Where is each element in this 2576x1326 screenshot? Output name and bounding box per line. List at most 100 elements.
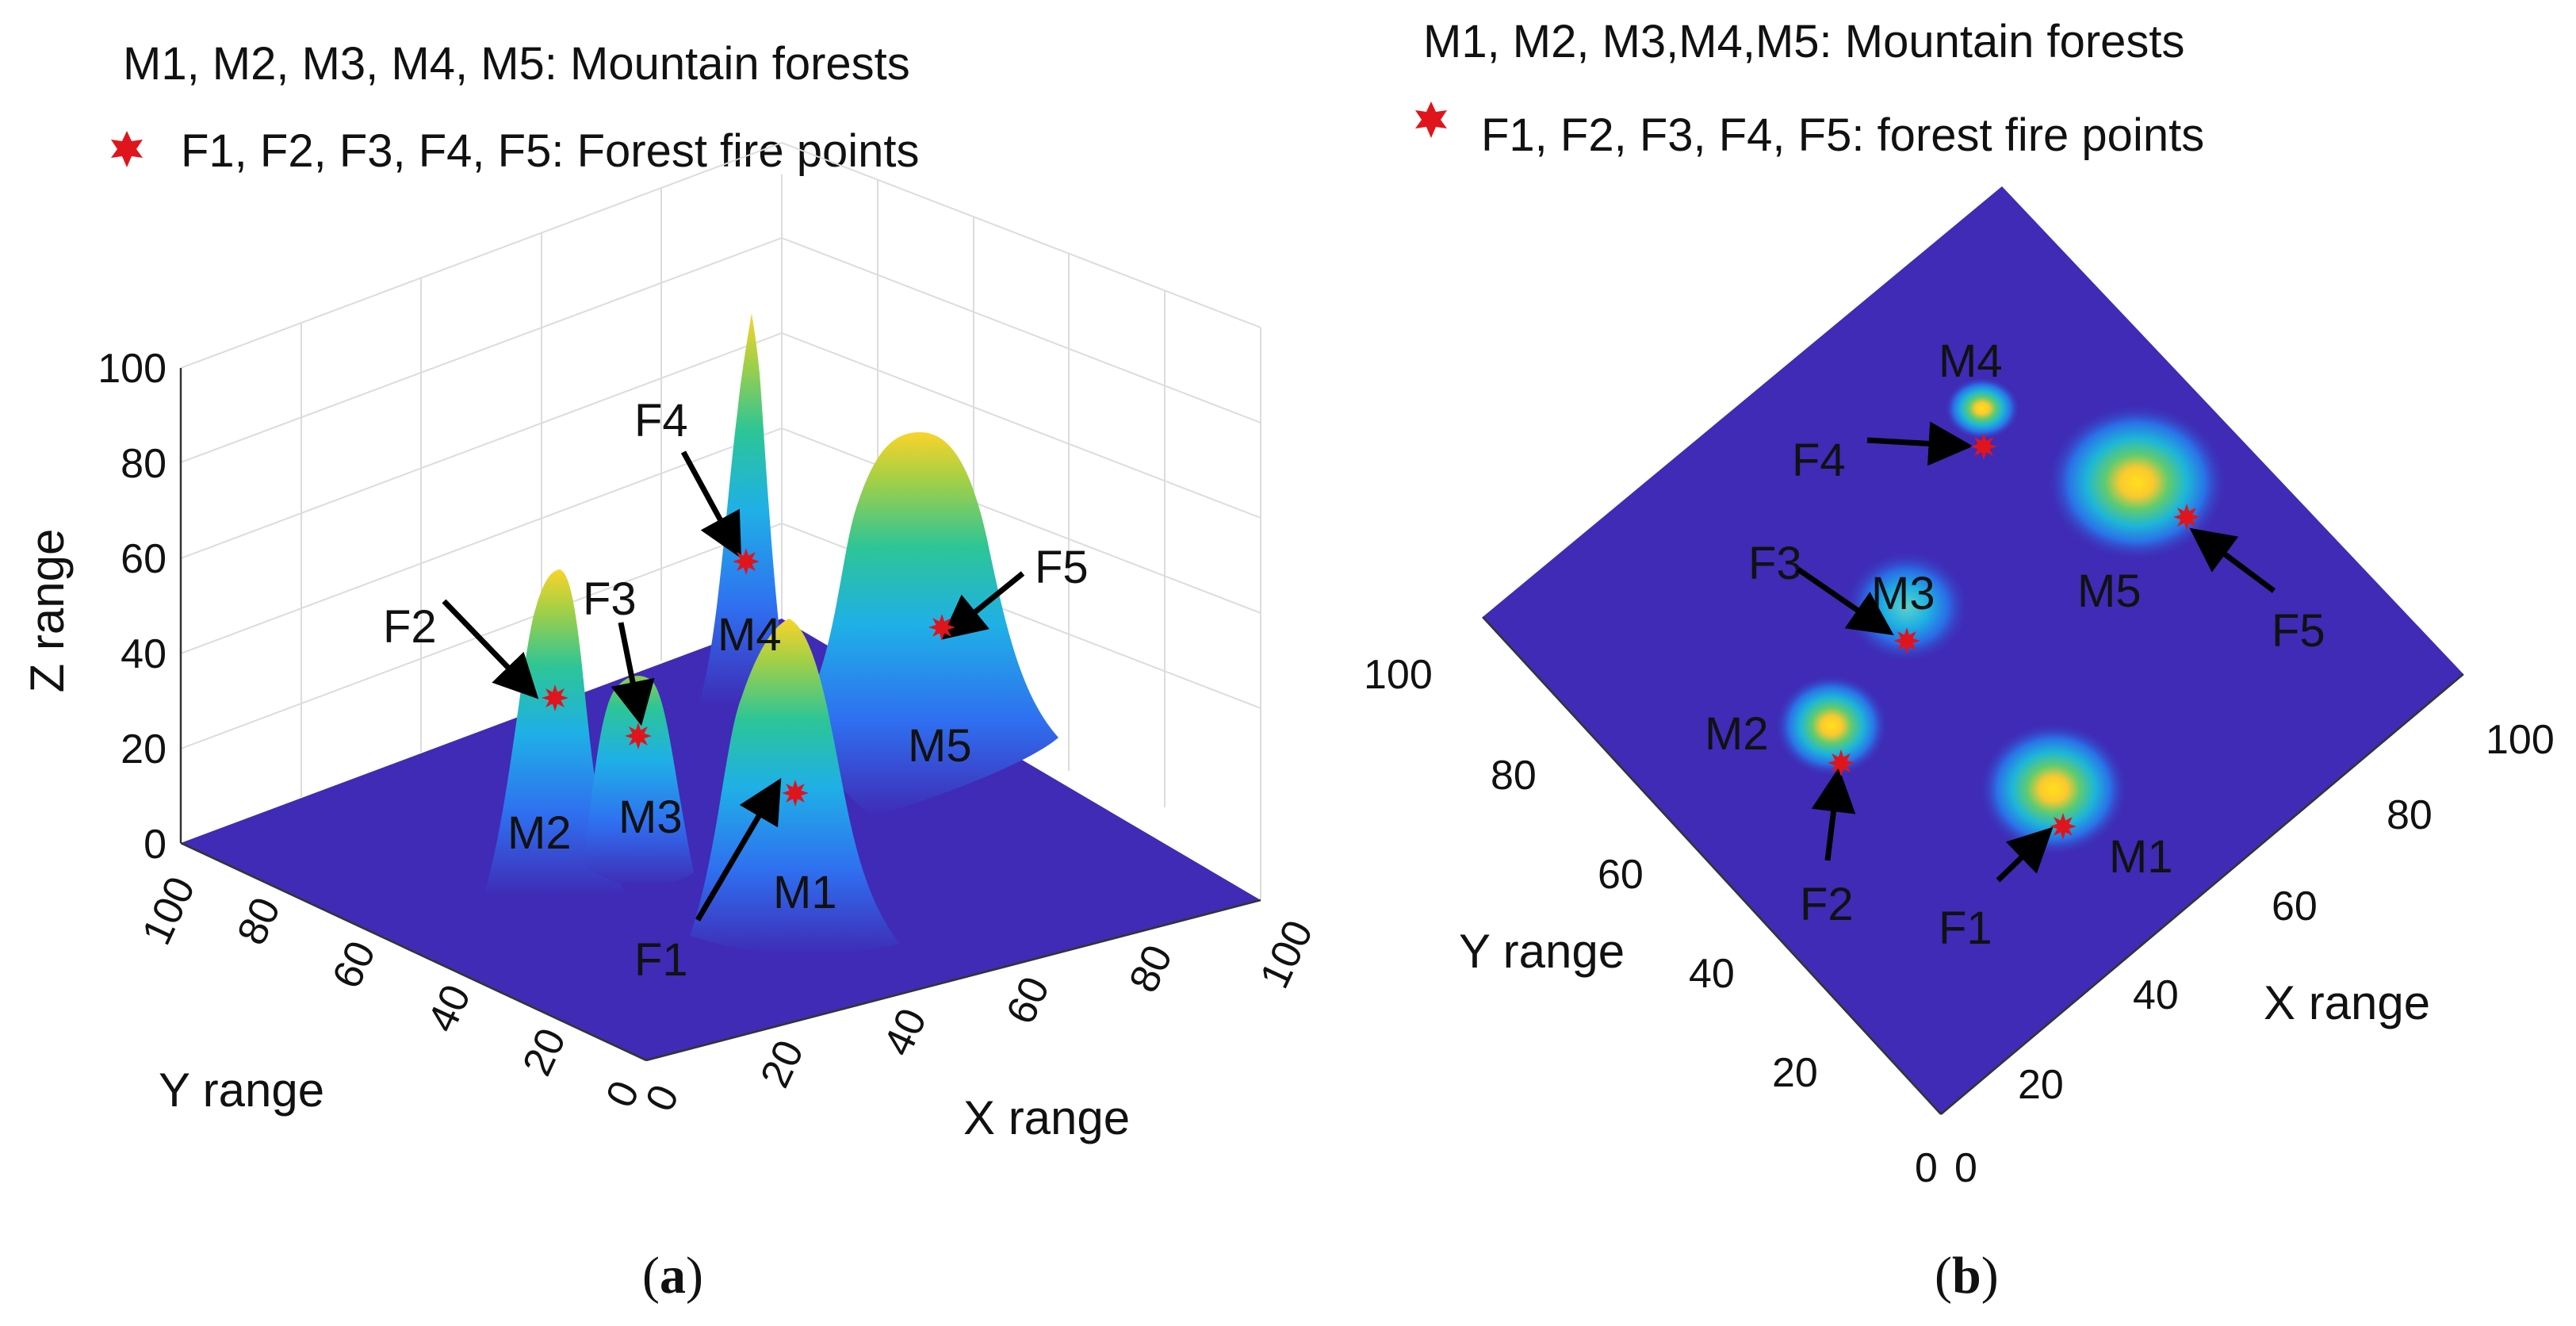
x-tick-80: 80 xyxy=(2387,792,2432,838)
panel-a-mountain-m4 xyxy=(698,313,789,706)
panel-a-legend-mountains: M1, M2, M3, M4, M5: Mountain forests xyxy=(123,38,910,90)
fire-star-icon xyxy=(1970,433,1997,460)
y-tick-60: 60 xyxy=(1598,852,1644,898)
x-tick-40: 40 xyxy=(2133,972,2179,1018)
fire-point-f4 xyxy=(1970,433,1997,460)
y-tick-20: 20 xyxy=(514,1021,575,1083)
panel-b-label-m2: M2 xyxy=(1705,708,1769,760)
fire-point-f5 xyxy=(2173,504,2200,531)
fire-point-f2 xyxy=(1828,749,1854,776)
y-tick-40: 40 xyxy=(1689,951,1735,997)
panel-b-fire-points xyxy=(1828,433,2200,840)
panel-b-arrows xyxy=(1797,421,2276,883)
panel-a-label-f4: F4 xyxy=(634,395,688,446)
fire-star-icon xyxy=(2050,813,2076,840)
fire-star-icon xyxy=(928,614,955,641)
panel-a-fire-points xyxy=(542,548,955,807)
fire-point-f3 xyxy=(1893,627,1920,654)
y-tick-20: 20 xyxy=(1772,1050,1818,1096)
panel-a-mountain-m5 xyxy=(797,432,1058,817)
panel-a-label-f1: F1 xyxy=(634,934,688,986)
y-tick-80: 80 xyxy=(228,891,289,952)
fire-point-f1 xyxy=(782,780,809,807)
y-tick-40: 40 xyxy=(419,978,480,1039)
x-tick-60: 60 xyxy=(2272,883,2318,929)
panel-b-blob-m2 xyxy=(1774,674,1889,777)
panel-a-label-m4: M4 xyxy=(718,609,782,661)
arrow-f4 xyxy=(680,450,742,559)
panel-b-label-m3: M3 xyxy=(1871,568,1935,619)
x-tick-0: 0 xyxy=(637,1078,688,1118)
y-tick-0: 0 xyxy=(1915,1145,1938,1191)
z-tick-80: 80 xyxy=(121,441,167,487)
panel-a-label-m3: M3 xyxy=(618,791,683,843)
panel-a-y-axis-label: Y range xyxy=(159,1063,324,1117)
panel-b-label-f1: F1 xyxy=(1939,903,1992,954)
x-tick-0: 0 xyxy=(1954,1145,1977,1191)
panel-b-y-ticks: 0 20 40 60 80 100 xyxy=(1364,652,1938,1191)
panel-b-label-f5: F5 xyxy=(2272,605,2325,657)
panel-a-mountain-m3 xyxy=(583,676,694,887)
panel-b-top-view: M1, M2, M3,M4,M5: Mountain forests F1, F… xyxy=(1364,16,2555,1191)
panel-b-legend-mountains: M1, M2, M3,M4,M5: Mountain forests xyxy=(1423,16,2185,67)
x-tick-100: 100 xyxy=(1251,914,1322,995)
z-tick-100: 100 xyxy=(98,346,167,392)
panel-a-axes xyxy=(179,368,1261,1062)
fire-point-f1 xyxy=(2050,813,2076,840)
panel-a-z-ticks: 0 20 40 60 80 100 xyxy=(98,346,167,868)
panel-a-label-m1: M1 xyxy=(773,867,837,918)
panel-a-label-f5: F5 xyxy=(1035,542,1089,593)
panel-a-label-f2: F2 xyxy=(383,601,437,653)
fire-star-icon xyxy=(782,780,809,807)
panel-b-label-m1: M1 xyxy=(2109,831,2173,883)
panel-b-y-axis-label: Y range xyxy=(1459,925,1625,978)
panel-b-axes xyxy=(1482,616,2464,1115)
panel-a-label-m5: M5 xyxy=(908,720,972,772)
x-tick-20: 20 xyxy=(2018,1062,2064,1108)
arrow-f5 xyxy=(940,571,1025,640)
y-tick-80: 80 xyxy=(1491,753,1537,799)
panel-b-x-axis-label: X range xyxy=(2264,976,2430,1029)
panel-b-x-ticks: 0 20 40 60 80 100 xyxy=(1954,717,2555,1191)
panel-a-x-axis-label: X range xyxy=(963,1091,1130,1144)
fire-star-icon xyxy=(1415,102,1447,138)
z-tick-20: 20 xyxy=(121,726,167,772)
panel-b-blob-m1 xyxy=(1978,722,2129,857)
arrow-f1 xyxy=(1996,826,2054,883)
arrow-f2 xyxy=(442,599,539,699)
fire-star-icon xyxy=(733,548,760,575)
panel-a-arrows xyxy=(442,450,1025,922)
panel-b-label-f2: F2 xyxy=(1800,879,1854,930)
fire-star-icon xyxy=(2173,504,2200,531)
fire-point-f3 xyxy=(625,722,652,749)
panel-b-label-f4: F4 xyxy=(1792,435,1846,486)
panel-b-label-f3: F3 xyxy=(1748,538,1802,589)
panel-b-blob-m3 xyxy=(1843,550,1970,664)
z-tick-0: 0 xyxy=(144,822,167,868)
panel-b-label-m4: M4 xyxy=(1939,335,2003,387)
fire-star-icon xyxy=(1828,749,1854,776)
y-tick-60: 60 xyxy=(323,934,385,995)
fire-point-f4 xyxy=(733,548,760,575)
x-tick-20: 20 xyxy=(752,1033,813,1094)
fire-star-icon xyxy=(625,722,652,749)
panel-b-legend-fires: F1, F2, F3, F4, F5: forest fire points xyxy=(1481,109,2204,161)
arrow-f4 xyxy=(1866,421,1973,466)
fire-star-icon xyxy=(1893,627,1920,654)
fire-point-f2 xyxy=(542,684,568,711)
x-tick-40: 40 xyxy=(875,1002,936,1063)
panel-a-3d-surface: M1, M2, M3, M4, M5: Mountain forests F1,… xyxy=(21,38,1322,1144)
fire-star-icon xyxy=(542,684,568,711)
z-tick-60: 60 xyxy=(121,536,167,582)
y-tick-100: 100 xyxy=(1364,652,1433,698)
arrow-f3 xyxy=(1797,567,1894,635)
arrow-f5 xyxy=(2189,527,2276,593)
panel-a-z-axis-label: Z range xyxy=(21,529,74,693)
x-tick-100: 100 xyxy=(2486,717,2555,763)
z-tick-40: 40 xyxy=(121,631,167,677)
arrow-f2 xyxy=(1811,767,1856,861)
panel-a-label-f3: F3 xyxy=(583,573,637,625)
fire-star-icon xyxy=(111,131,143,167)
y-tick-100: 100 xyxy=(133,870,204,952)
